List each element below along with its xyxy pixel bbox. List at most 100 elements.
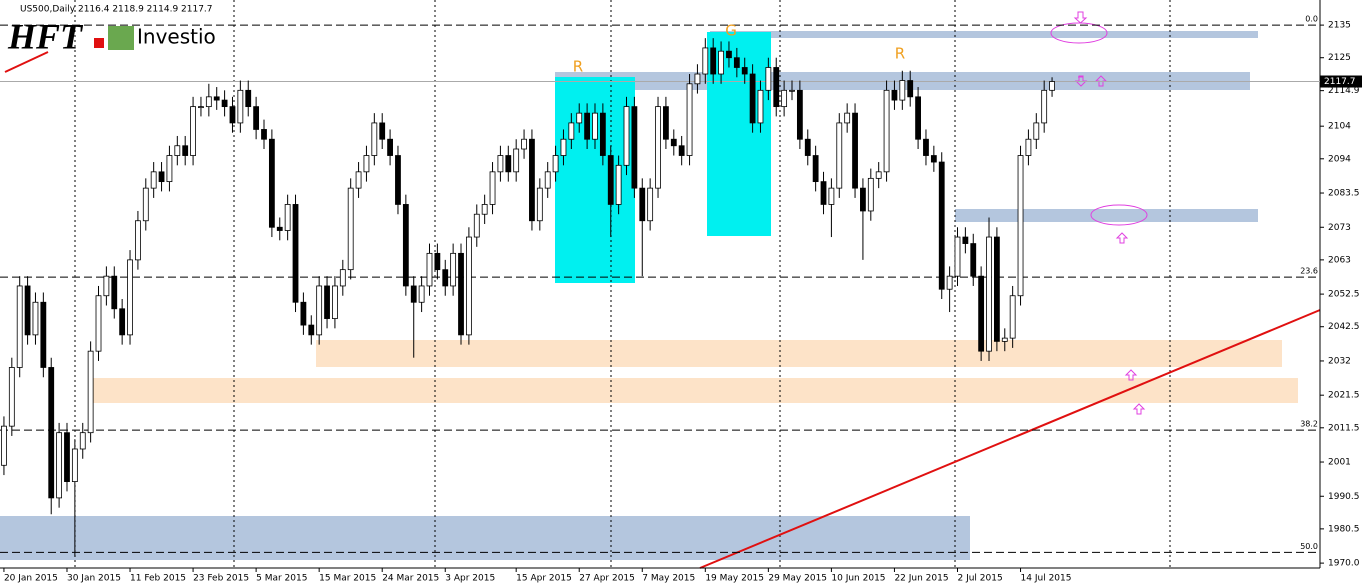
candle-body (395, 155, 401, 205)
y-tick-label: 1970.0 (1328, 559, 1360, 569)
candle-body (95, 295, 102, 352)
candle-body (205, 96, 212, 108)
candle-body (592, 112, 598, 140)
candle-body (332, 285, 338, 319)
candle-body (962, 236, 969, 244)
arrow (1074, 75, 1088, 87)
y-tick-label: 2135 (1328, 21, 1351, 31)
x-tick-label: 10 Jun 2015 (831, 574, 885, 584)
y-tick-label: 2094 (1328, 154, 1351, 164)
y-tick-label: 1990.5 (1328, 492, 1360, 502)
candle-body (568, 122, 575, 140)
candle-body (804, 138, 811, 156)
candle-body (623, 106, 630, 166)
candle-body (773, 67, 780, 108)
candle-body (828, 187, 835, 205)
candle-body (497, 155, 504, 173)
y-tick-label: 1980.5 (1328, 524, 1360, 534)
candle-body (836, 122, 843, 189)
marker (1050, 22, 1108, 44)
candle-body (552, 155, 559, 173)
candle-body (867, 177, 874, 212)
candle-body (986, 236, 992, 352)
y-tick-label: 2125 (1328, 53, 1351, 63)
x-tick-label: 24 Mar 2015 (382, 574, 439, 584)
logo-square (108, 26, 134, 50)
logo-text: HFT (7, 16, 84, 56)
marker (1090, 204, 1148, 226)
candle-body (883, 89, 890, 173)
arrow (1132, 403, 1146, 415)
x-tick-label: 23 Feb 2015 (193, 574, 249, 584)
candle-body (655, 106, 661, 189)
x-tick-label: 27 Apr 2015 (579, 574, 635, 584)
y-tick-label: 2021.5 (1328, 391, 1360, 401)
candle-body (347, 187, 354, 271)
candle-body (64, 432, 70, 482)
candle-body (8, 367, 15, 427)
candle-body (733, 57, 740, 68)
candle-body (1041, 89, 1048, 124)
candle-body (521, 138, 527, 150)
candle-body (268, 138, 275, 228)
candle-body (158, 171, 165, 183)
candle-body (465, 236, 472, 336)
candle-body (536, 187, 543, 222)
x-tick-label: 7 May 2015 (642, 574, 695, 584)
candle-body (182, 145, 189, 156)
candle-body (710, 47, 717, 75)
candle-body (284, 204, 291, 231)
candle-body (71, 448, 78, 482)
candle-body (237, 89, 244, 124)
candle-body (631, 106, 638, 189)
candle-body (32, 301, 39, 336)
candle-body (694, 73, 701, 85)
candle-body (198, 106, 204, 109)
candle-body (371, 122, 378, 156)
candle-body (387, 138, 393, 156)
candle-body (781, 89, 788, 108)
candle-body (103, 275, 110, 297)
zone (0, 516, 970, 560)
candle-body (190, 106, 196, 156)
candle-body (1025, 138, 1032, 156)
y-tick-label: 2073 (1328, 223, 1351, 233)
x-tick-label: 15 Mar 2015 (319, 574, 376, 584)
candle-body (473, 213, 480, 238)
candle-body (339, 269, 346, 287)
candle-body (789, 89, 795, 92)
candle-body (607, 155, 614, 205)
x-tick-label: 29 May 2015 (768, 574, 827, 584)
arrow (1094, 75, 1108, 87)
y-tick-label: 2104 (1328, 122, 1351, 132)
y-tick-label: 2114.9 (1328, 86, 1360, 96)
candle-body (1033, 122, 1040, 140)
candle-body (907, 80, 914, 98)
candle-body (245, 89, 252, 108)
x-tick-label: 11 Feb 2015 (130, 574, 186, 584)
candle-body (796, 89, 803, 140)
chart-title: US500,Daily 2116.4 2118.9 2114.9 2117.7 (20, 5, 213, 15)
candle-body (749, 73, 756, 124)
candle-body (87, 350, 94, 434)
candle-body (450, 252, 457, 287)
candle-body (686, 83, 693, 156)
candle-body (402, 204, 409, 287)
logo-sub: Investio (137, 25, 216, 49)
y-tick-label: 2063 (1328, 255, 1351, 265)
annotation: R (573, 58, 583, 76)
candle-body (938, 161, 945, 290)
candle-body (678, 145, 685, 156)
x-tick-label: 20 Jan 2015 (4, 574, 58, 584)
arrow (1115, 232, 1129, 244)
candle-body (458, 252, 464, 336)
y-tick-label: 2083.5 (1328, 189, 1360, 199)
zone (710, 31, 1258, 38)
candle-body (915, 96, 921, 140)
candle-body (1049, 81, 1055, 91)
trend-line (4, 51, 49, 73)
candle-body (505, 155, 512, 173)
candle-body (111, 275, 118, 310)
last-price-label: 2117.7 (1324, 77, 1356, 87)
